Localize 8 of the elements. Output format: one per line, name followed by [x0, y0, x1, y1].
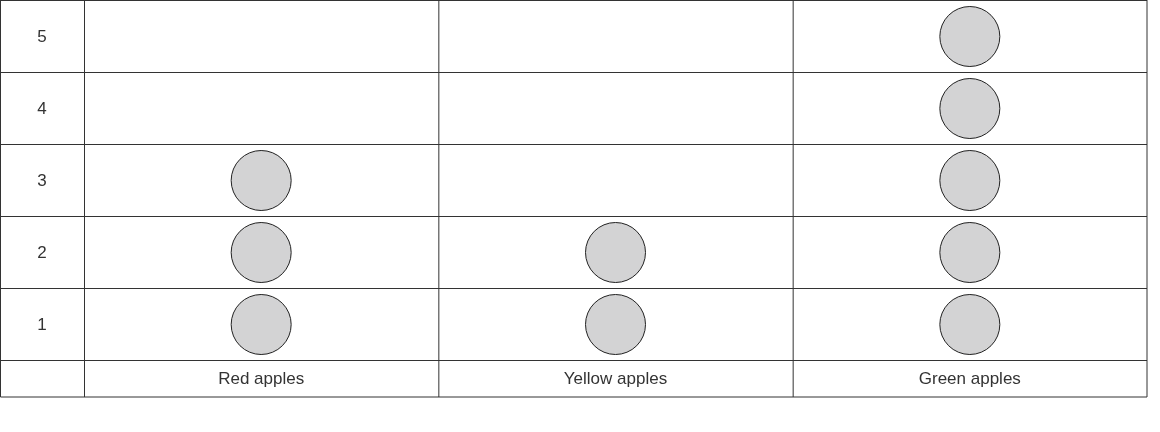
y-tick-label: 2 [37, 243, 47, 262]
y-tick-label: 5 [37, 27, 47, 46]
y-tick-label: 4 [37, 99, 47, 118]
x-tick-label: Red apples [218, 369, 305, 388]
x-tick-label: Yellow apples [563, 369, 668, 388]
y-tick-label: 3 [37, 171, 47, 190]
y-tick-label: 1 [37, 315, 47, 334]
x-tick-label: Green apples [918, 369, 1021, 388]
